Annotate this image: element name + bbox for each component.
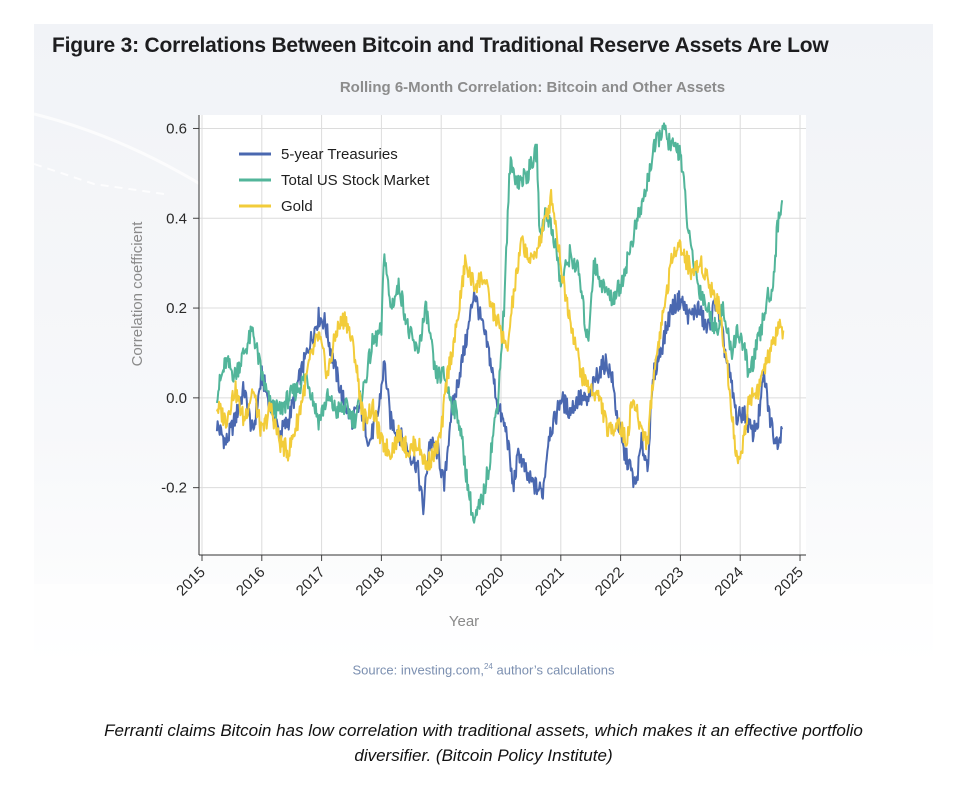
x-tick-label: 2022 [592,564,628,600]
source-note: Source: investing.com,24 author’s calcul… [34,662,933,677]
background-decoration [34,112,933,700]
y-tick-label: 0.2 [166,300,187,317]
x-tick-label: 2018 [353,564,389,600]
x-tick-label: 2021 [532,564,568,600]
legend-label: Total US Stock Market [281,172,430,189]
image-caption: Ferranti claims Bitcoin has low correlat… [20,718,947,768]
x-axis-title: Year [449,613,479,630]
series-line-gold [215,188,785,472]
x-tick-label: 2017 [293,564,329,600]
correlation-line-chart: Rolling 6-Month Correlation: Bitcoin and… [129,79,807,630]
series-line-total-us-stock-market [215,122,784,524]
source-footnote-ref: 24 [483,662,493,671]
source-tail: author’s calculations [492,662,615,678]
caption-line-1: Ferranti claims Bitcoin has low correlat… [104,721,863,740]
y-tick-label: 0.6 [166,120,187,137]
x-tick-label: 2019 [412,564,448,600]
x-tick-label: 2016 [233,564,269,600]
chart-subtitle: Rolling 6-Month Correlation: Bitcoin and… [340,79,725,96]
x-tick-label: 2024 [711,564,747,600]
y-axis-title: Correlation coefficient [129,221,146,367]
x-tick-label: 2020 [472,564,508,600]
chart-figure: Figure 3: Correlations Between Bitcoin a… [34,24,933,700]
x-tick-label: 2025 [771,564,807,600]
legend-label: Gold [281,198,313,215]
figure-title: Figure 3: Correlations Between Bitcoin a… [52,34,829,57]
caption-line-2: diversifier. (Bitcoin Policy Institute) [354,746,613,765]
x-tick-label: 2015 [173,564,209,600]
y-tick-label: 0.4 [166,210,187,227]
source-text: Source: investing.com, [352,662,484,678]
legend-label: 5-year Treasuries [281,146,398,163]
x-tick-label: 2023 [652,564,688,600]
y-tick-label: 0.0 [166,390,187,407]
y-tick-label: -0.2 [161,480,187,497]
